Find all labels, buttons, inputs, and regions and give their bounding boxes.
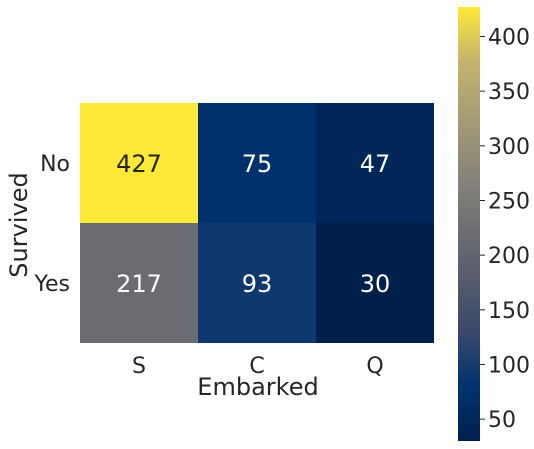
heatmap-cells: 427 75 47 217 93 30	[80, 103, 434, 343]
colorbar-tick-label: 400	[488, 26, 530, 51]
colorbar-tick-label: 100	[488, 353, 530, 378]
y-tick-labels: No Yes	[33, 152, 70, 297]
cell-value-label: 75	[242, 150, 273, 178]
colorbar-tick-label: 350	[488, 80, 530, 105]
colorbar-tick-label: 50	[488, 408, 516, 433]
x-tick-label: Q	[366, 354, 383, 379]
cell-value-label: 93	[242, 270, 273, 298]
heatmap-cell	[316, 223, 434, 343]
cell-value-label: 30	[360, 270, 391, 298]
cell-value-label: 217	[116, 270, 162, 298]
x-axis-label: Embarked	[197, 373, 318, 401]
colorbar-tick-label: 200	[488, 244, 530, 269]
y-axis-label: Survived	[5, 172, 33, 277]
colorbar-ticks: 50 100 150 200 250 300 350 400	[480, 26, 530, 433]
heatmap-cell	[80, 223, 198, 343]
y-tick-label: Yes	[33, 272, 70, 297]
cell-value-label: 427	[116, 150, 162, 178]
heatmap-cell	[316, 103, 434, 223]
colorbar-tick-label: 150	[488, 299, 530, 324]
x-tick-label: S	[132, 354, 146, 379]
x-tick-label: C	[249, 354, 264, 379]
colorbar-tick-label: 250	[488, 189, 530, 214]
colorbar	[458, 7, 480, 441]
colorbar-tick-label: 300	[488, 135, 530, 160]
heatmap-cell	[80, 103, 198, 223]
heatmap-cell	[198, 103, 316, 223]
heatmap-cell	[198, 223, 316, 343]
y-tick-label: No	[40, 152, 70, 177]
cell-value-label: 47	[360, 150, 391, 178]
